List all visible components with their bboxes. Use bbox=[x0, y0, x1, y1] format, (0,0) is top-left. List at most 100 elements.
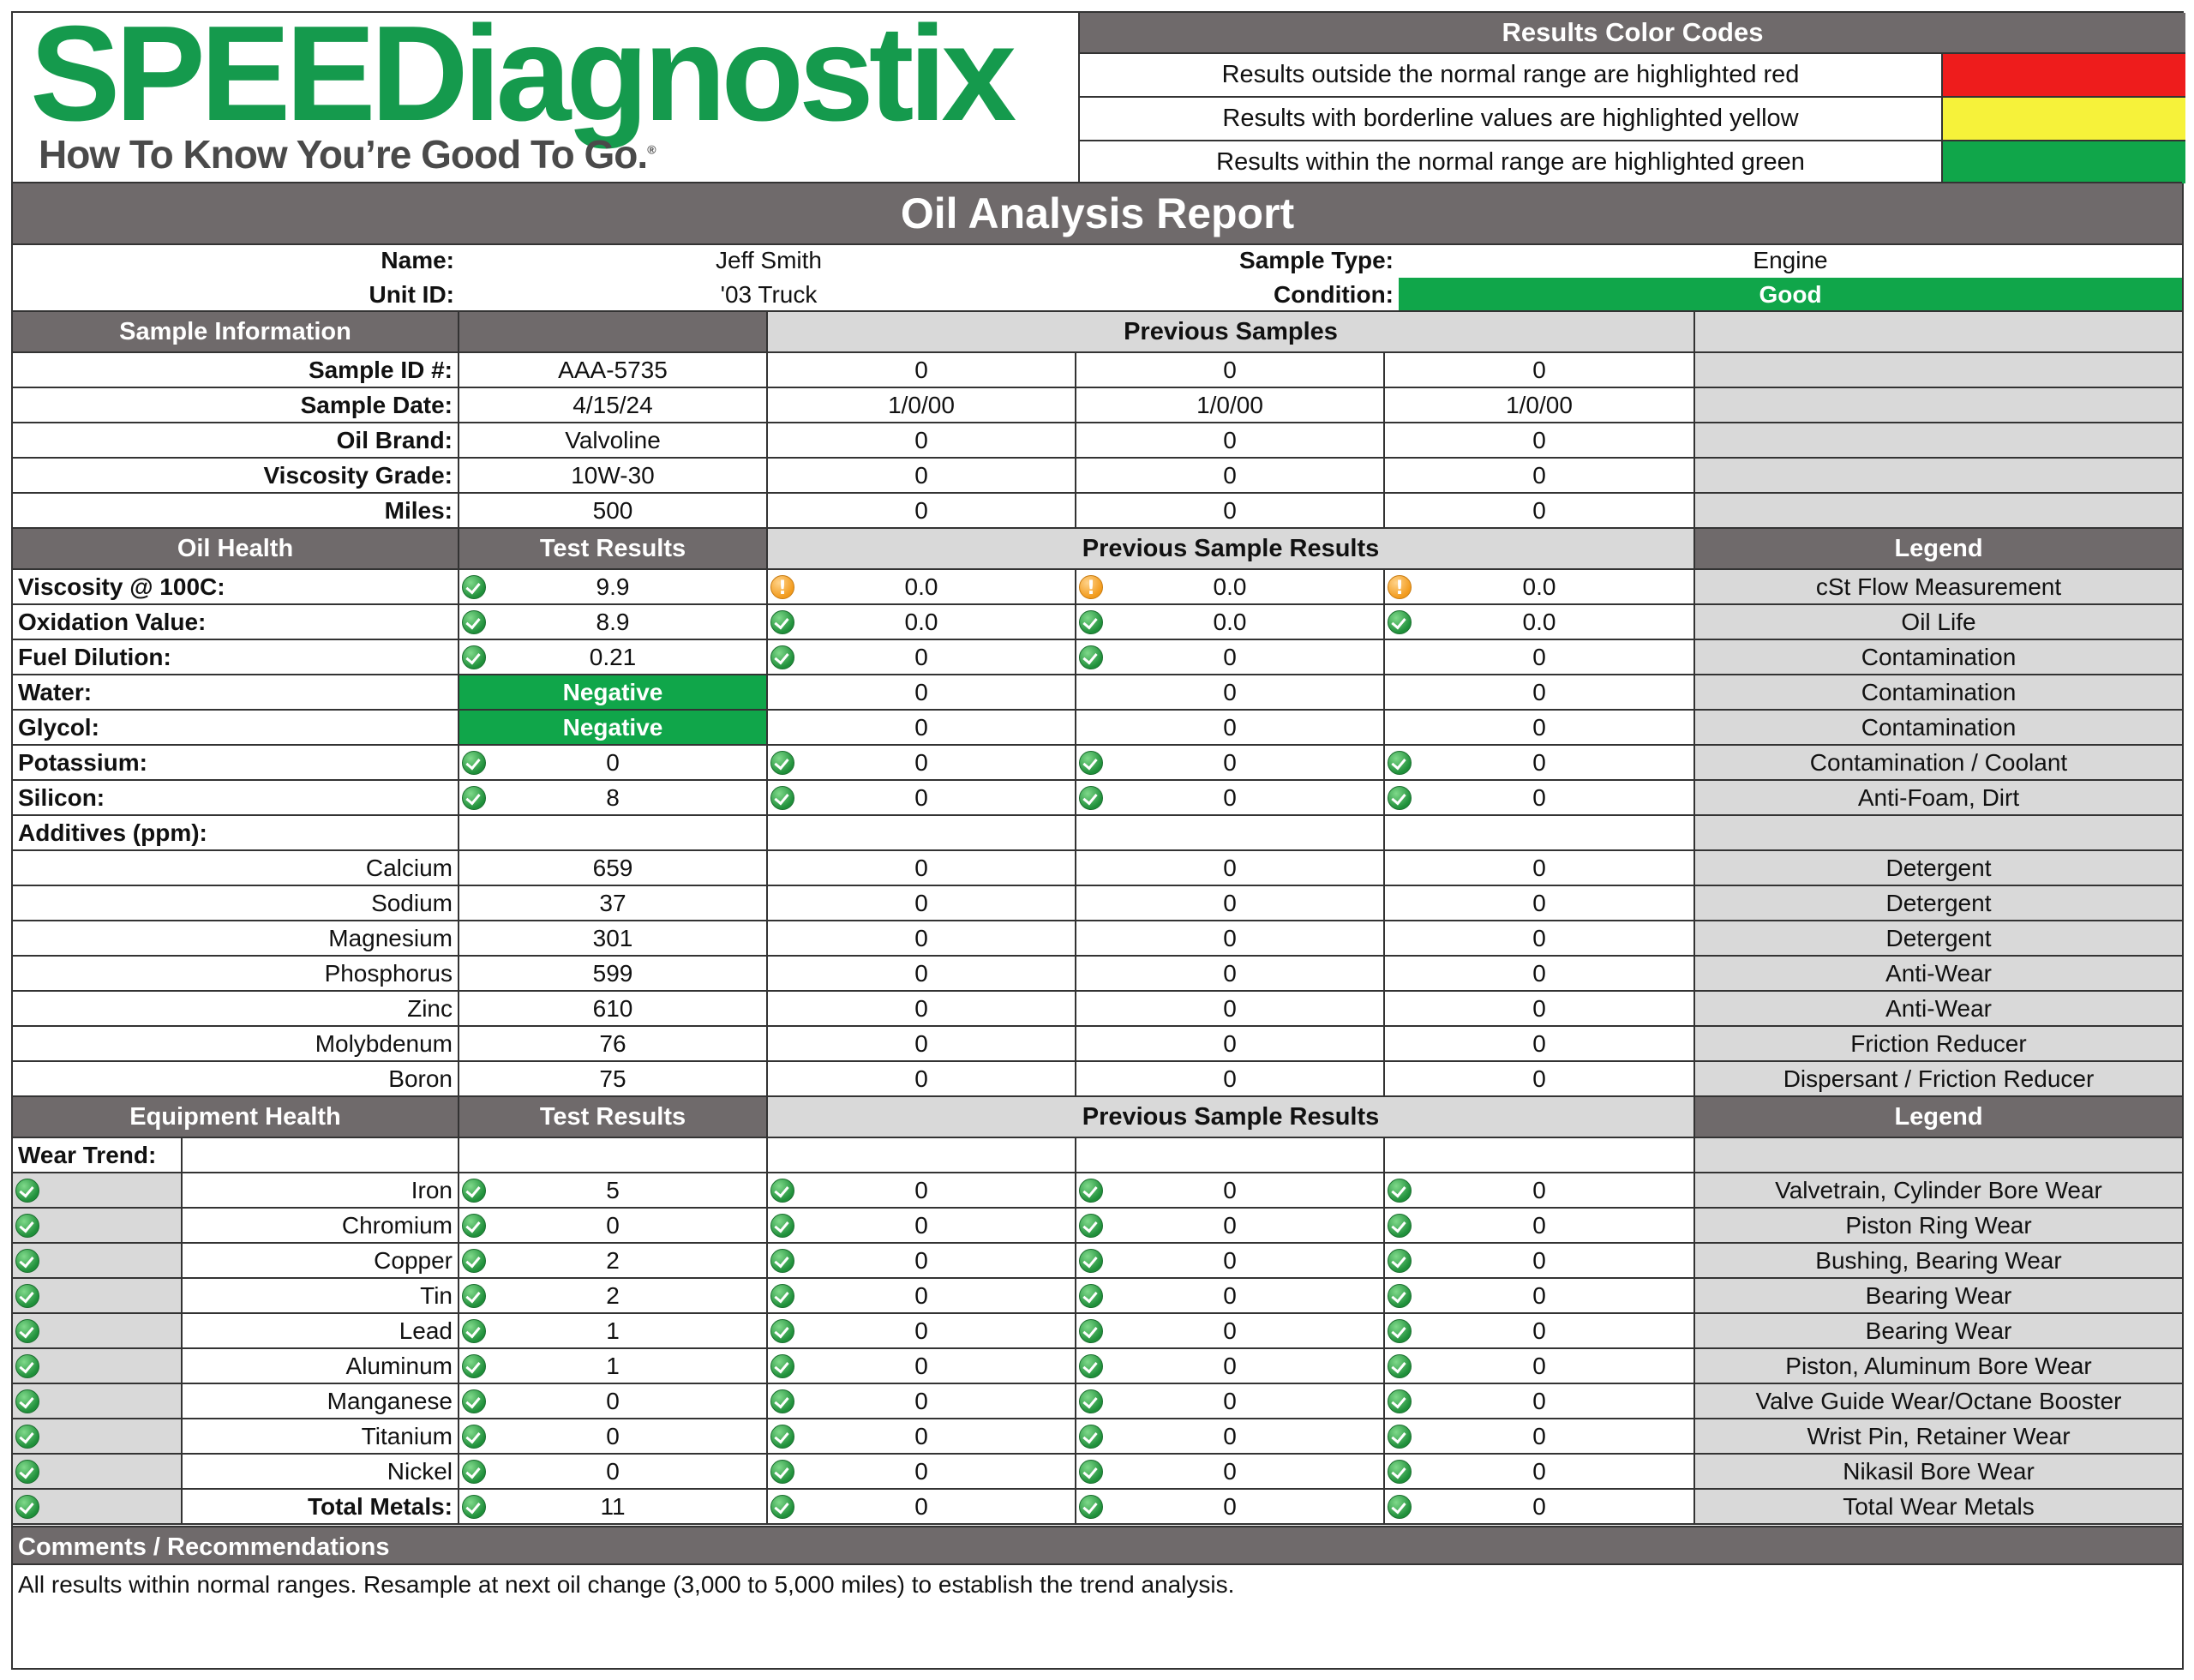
additive-previous: 0 bbox=[1076, 957, 1385, 990]
additive-label: Magnesium bbox=[13, 921, 459, 955]
check-circle-icon bbox=[462, 645, 486, 669]
oil-test-results-header: Test Results bbox=[459, 529, 768, 568]
oil-health-current: 0.21 bbox=[459, 640, 768, 674]
equipment-previous: 0 bbox=[1385, 1244, 1695, 1277]
oil-health-previous: 0 bbox=[1385, 711, 1695, 744]
equipment-previous: 0 bbox=[1076, 1279, 1385, 1312]
equipment-previous: 0 bbox=[1076, 1173, 1385, 1207]
check-circle-icon bbox=[1079, 1249, 1103, 1273]
oil-health-previous: 0.0 bbox=[1076, 605, 1385, 639]
condition-label: Condition: bbox=[1274, 281, 1394, 308]
equipment-row: Total Metals: 11 0 0 0 Total Wear Metals bbox=[13, 1490, 2182, 1525]
equipment-test-results-header: Test Results bbox=[459, 1097, 768, 1137]
equipment-previous: 0 bbox=[768, 1314, 1076, 1347]
additive-row: Calcium 659 0 0 0 Detergent bbox=[13, 851, 2182, 886]
check-circle-icon bbox=[462, 1179, 486, 1203]
oil-health-previous-text: 0 bbox=[1223, 784, 1237, 811]
equipment-previous-text: 0 bbox=[914, 1247, 928, 1274]
check-circle-icon bbox=[1079, 786, 1103, 810]
check-circle-icon bbox=[462, 1354, 486, 1378]
oil-health-row: Fuel Dilution: 0.21 0 0 0 Contamination bbox=[13, 640, 2182, 675]
additive-previous: 0 bbox=[768, 851, 1076, 885]
check-circle-icon bbox=[462, 1495, 486, 1519]
oil-health-previous-text: 0 bbox=[1223, 679, 1237, 705]
equipment-row: Manganese 0 0 0 0 Valve Guide Wear/Octane Boo… bbox=[13, 1384, 2182, 1419]
equipment-previous: 0 bbox=[1076, 1384, 1385, 1418]
additive-legend: Detergent bbox=[1695, 851, 2182, 885]
check-circle-icon bbox=[770, 1249, 794, 1273]
oil-health-row: Viscosity @ 100C: 9.9 0.0 0.0 0.0 cSt Flow Me… bbox=[13, 570, 2182, 605]
additives-label: Additives (ppm): bbox=[13, 816, 459, 849]
additive-row: Boron 75 0 0 0 Dispersant / Friction Reducer bbox=[13, 1062, 2182, 1097]
equipment-current-text: 0 bbox=[606, 1212, 620, 1239]
condition-value: Good bbox=[1399, 278, 2182, 310]
oil-health-previous: 0.0 bbox=[1385, 570, 1695, 603]
oil-health-current-text: 0 bbox=[606, 749, 620, 776]
additive-row: Sodium 37 0 0 0 Detergent bbox=[13, 886, 2182, 921]
sample-info-previous: 0 bbox=[1076, 353, 1385, 387]
sample-info-row: Sample ID #: AAA-5735 0 0 0 bbox=[13, 353, 2182, 388]
equipment-row: Titanium 0 0 0 0 Wrist Pin, Retainer Wear bbox=[13, 1419, 2182, 1455]
oil-health-header: Oil Health bbox=[13, 529, 459, 568]
sample-info-previous: 0 bbox=[768, 494, 1076, 527]
warning-circle-icon bbox=[1388, 572, 1412, 603]
equipment-current: 5 bbox=[459, 1173, 768, 1207]
equipment-previous-text: 0 bbox=[914, 1423, 928, 1449]
equipment-previous-text: 0 bbox=[914, 1458, 928, 1485]
additive-legend: Friction Reducer bbox=[1695, 1027, 2182, 1060]
equipment-label: Nickel bbox=[183, 1455, 459, 1488]
oil-health-row: Silicon: 8 0 0 0 Anti-Foam, Dirt bbox=[13, 781, 2182, 816]
wear-trend-legend-blank bbox=[1695, 1138, 2182, 1172]
wear-trend-cell bbox=[13, 1173, 183, 1207]
equipment-current-text: 0 bbox=[606, 1388, 620, 1414]
sample-info-legend-blank bbox=[1695, 312, 2182, 351]
equipment-row: Chromium 0 0 0 0 Piston Ring Wear bbox=[13, 1209, 2182, 1244]
oil-health-previous-text: 0 bbox=[1223, 749, 1237, 776]
additives-row: Additives (ppm): bbox=[13, 816, 2182, 851]
additive-current: 37 bbox=[459, 886, 768, 920]
equipment-legend: Nikasil Bore Wear bbox=[1695, 1455, 2182, 1488]
sample-info-label: Miles: bbox=[13, 494, 459, 527]
sample-info-previous: 1/0/00 bbox=[1076, 388, 1385, 422]
report-sheet: SPEEDiagnostix How To Know You’re Good T… bbox=[11, 6, 2185, 1670]
equipment-previous-text: 0 bbox=[914, 1282, 928, 1309]
sample-info-header: Sample Information bbox=[13, 312, 459, 351]
oil-previous-results-header: Previous Sample Results bbox=[768, 529, 1695, 568]
sample-info-legend bbox=[1695, 388, 2182, 422]
equipment-current-text: 11 bbox=[600, 1493, 626, 1520]
info-row-name: Name: Jeff Smith Sample Type: Engine bbox=[13, 243, 2182, 278]
oil-health-current-text: 8 bbox=[606, 784, 620, 811]
additive-previous: 0 bbox=[1385, 851, 1695, 885]
wear-trend-cell bbox=[13, 1419, 183, 1453]
equipment-previous-text: 0 bbox=[1223, 1423, 1237, 1449]
unit-value: '03 Truck bbox=[720, 281, 818, 308]
equipment-previous: 0 bbox=[1076, 1419, 1385, 1453]
color-code-text: Results outside the normal range are hig… bbox=[1221, 61, 1800, 88]
wear-trend-blank bbox=[768, 1138, 1076, 1172]
oil-health-label: Viscosity @ 100C: bbox=[13, 570, 459, 603]
equipment-previous-text: 0 bbox=[1532, 1493, 1546, 1520]
equipment-legend: Bushing, Bearing Wear bbox=[1695, 1244, 2182, 1277]
sample-info-label: Viscosity Grade: bbox=[13, 459, 459, 492]
equipment-previous-results-header: Previous Sample Results bbox=[768, 1097, 1695, 1137]
sample-info-legend bbox=[1695, 423, 2182, 457]
oil-health-previous-text: 0 bbox=[1223, 714, 1237, 741]
warning-circle-icon bbox=[1079, 572, 1103, 603]
check-circle-icon bbox=[462, 1319, 486, 1343]
equipment-previous: 0 bbox=[1076, 1314, 1385, 1347]
oil-health-legend: cSt Flow Measurement bbox=[1695, 570, 2182, 603]
check-circle-icon bbox=[1388, 1495, 1412, 1519]
additive-current: 301 bbox=[459, 921, 768, 955]
oil-health-row: Oxidation Value: 8.9 0.0 0.0 0.0 Oil Life bbox=[13, 605, 2182, 640]
equipment-previous: 0 bbox=[1385, 1349, 1695, 1383]
equipment-previous-text: 0 bbox=[1532, 1247, 1546, 1274]
additive-row: Molybdenum 76 0 0 0 Friction Reducer bbox=[13, 1027, 2182, 1062]
oil-health-previous-text: 0 bbox=[914, 714, 928, 741]
check-circle-icon bbox=[770, 1319, 794, 1343]
oil-health-legend: Contamination bbox=[1695, 675, 2182, 709]
results-color-codes: Results Color Codes Results outside the … bbox=[1078, 13, 2185, 183]
equipment-previous-text: 0 bbox=[914, 1353, 928, 1379]
logo: SPEEDiagnostix How To Know You’re Good T… bbox=[13, 6, 1078, 182]
equipment-current-text: 1 bbox=[606, 1353, 620, 1379]
additive-label: Zinc bbox=[13, 992, 459, 1025]
